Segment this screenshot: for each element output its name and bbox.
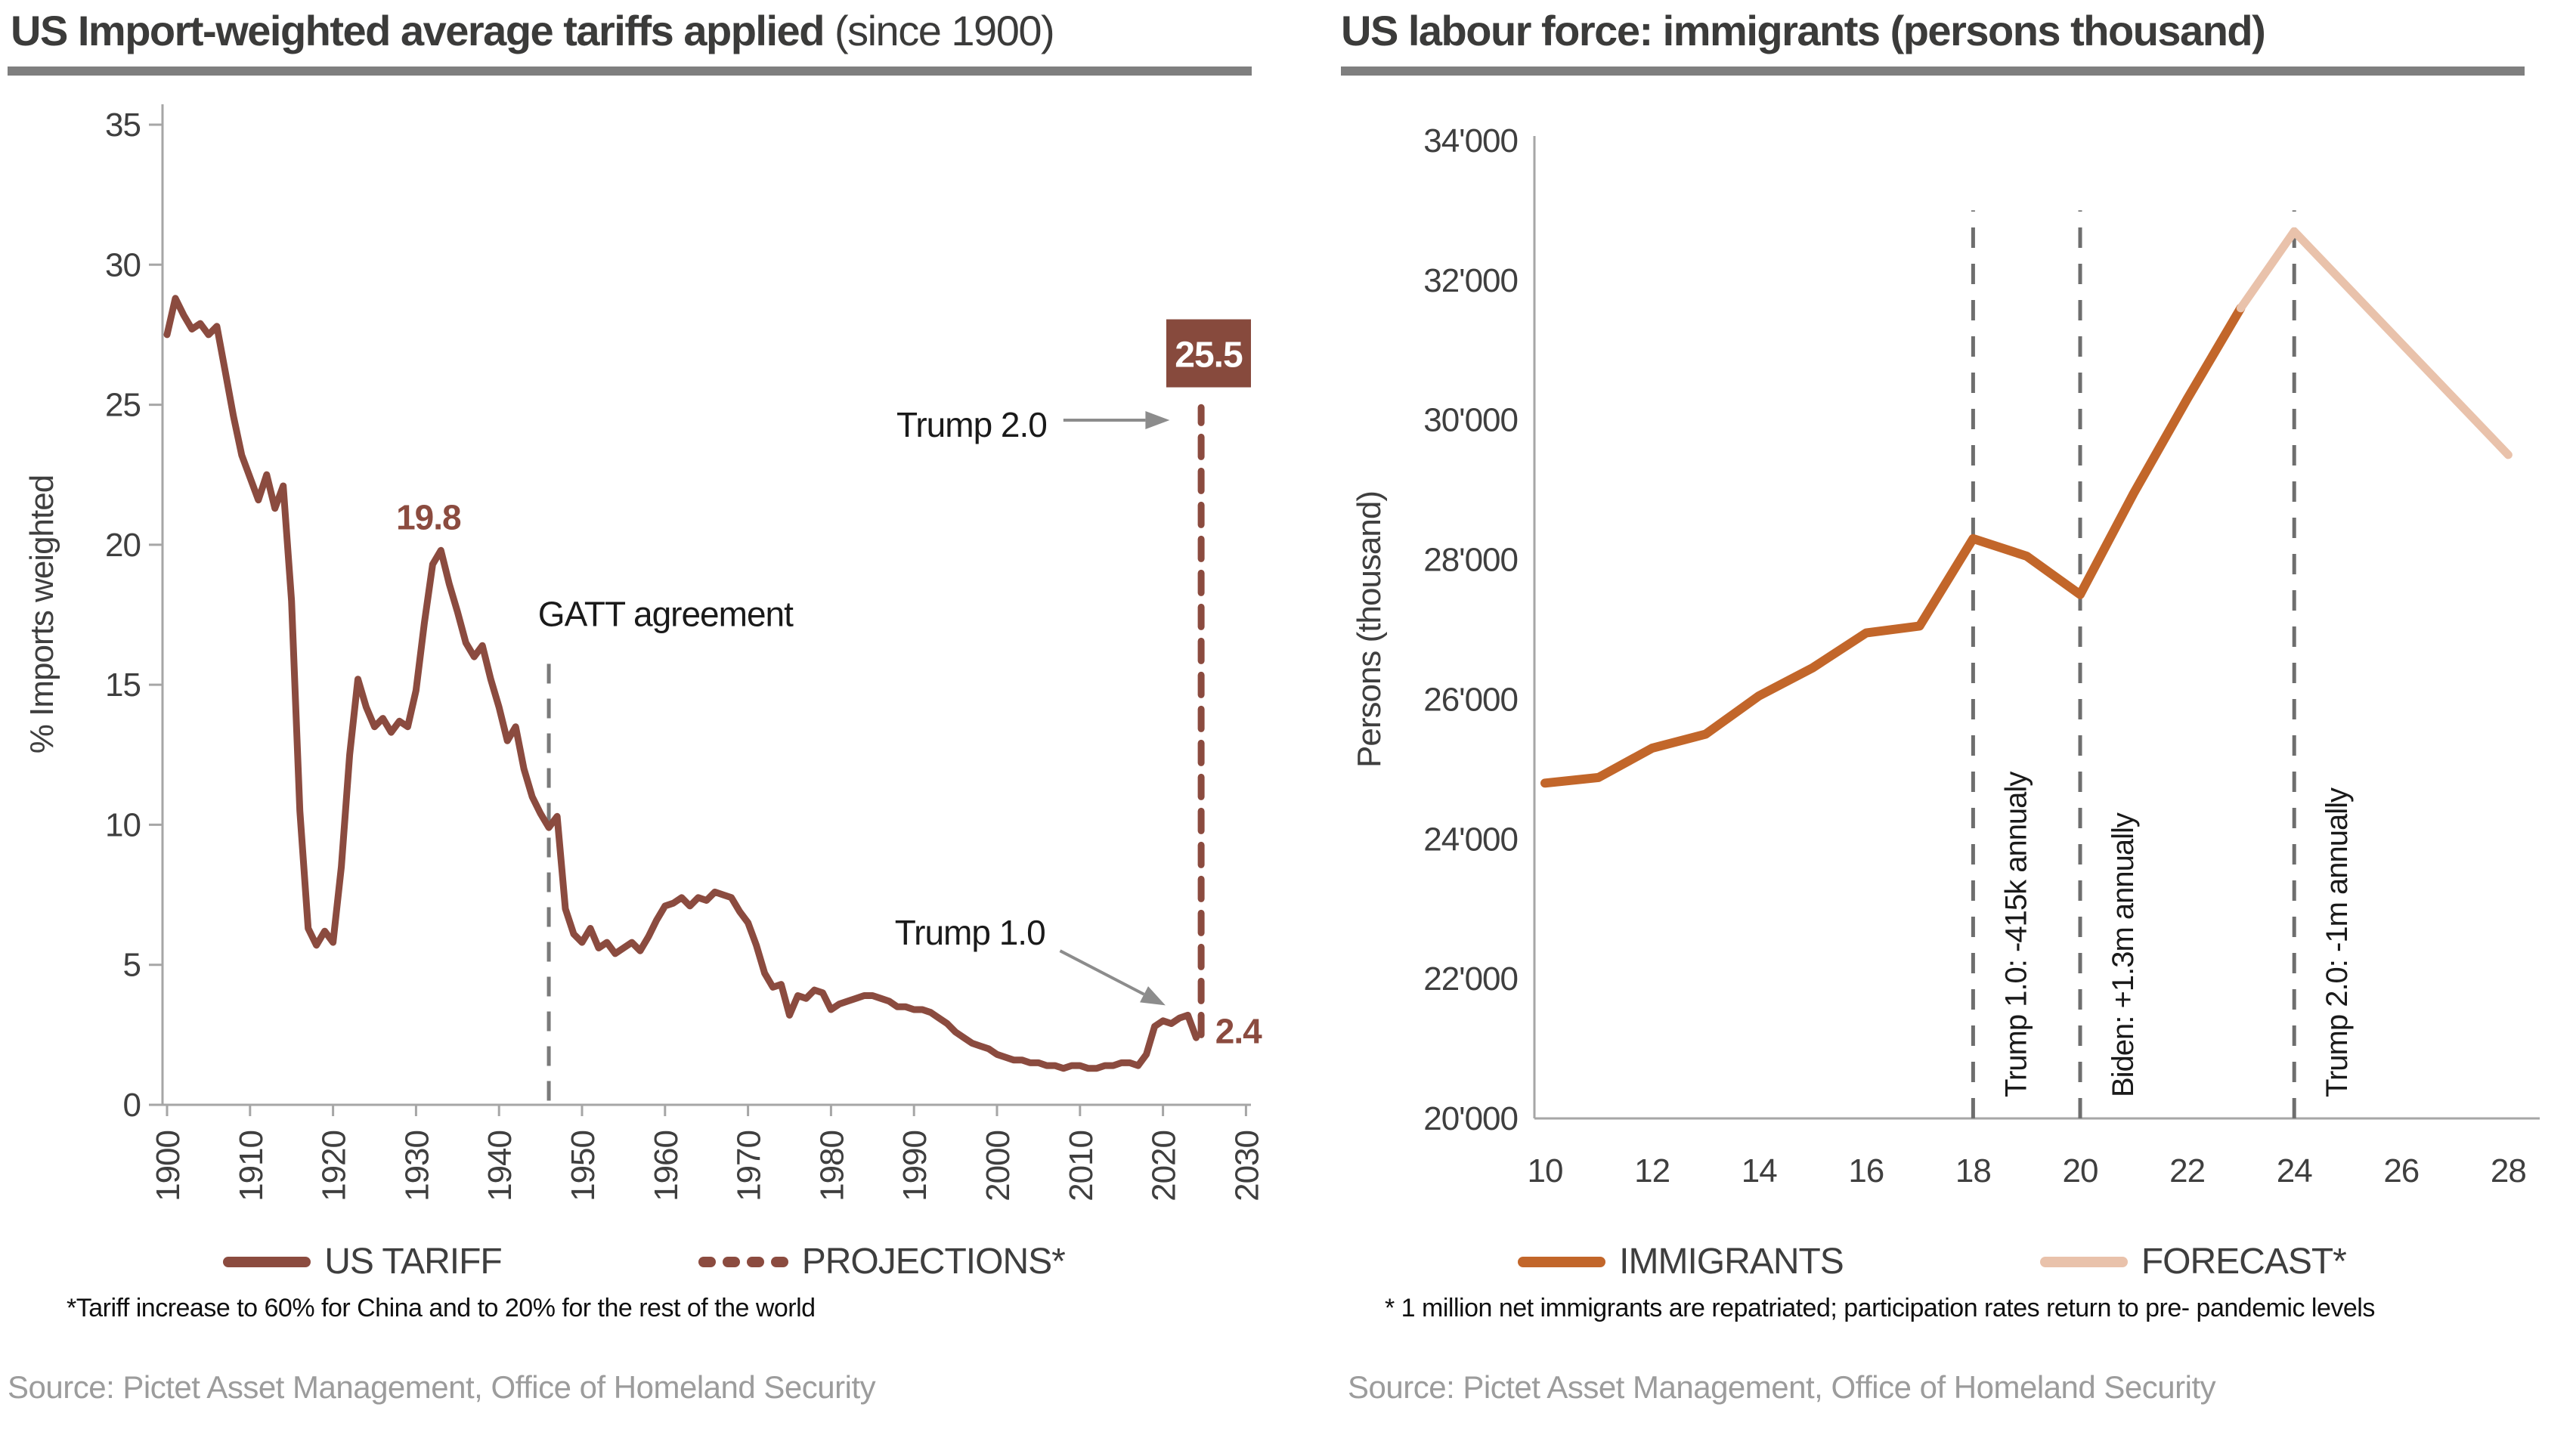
x-tick-label: 1950 [565,1131,602,1202]
x-tick-label: 1900 [150,1131,187,1202]
x-tick-label: 18 [1955,1152,1991,1189]
tariff-legend: US TARIFF PROJECTIONS* [0,1241,1288,1282]
x-tick-label: 1970 [731,1131,768,1202]
x-tick-label: 14 [1742,1152,1777,1189]
y-tick-label: 15 [105,667,141,704]
legend-swatch-solid-peach [2039,1256,2128,1267]
tariff-line-chart: 0 5 10 15 20 25 30 35 1900 1910 1920 1930 1940 1950 19… [23,104,1265,1202]
immigrants-source: Source: Pictet Asset Management, Office … [1348,1369,2216,1405]
peak-value-label: 19.8 [396,497,461,537]
legend-label: PROJECTIONS* [801,1242,1066,1282]
panel-immigrants-chart: US labour force: immigrants (persons tho… [1288,0,2576,1429]
x-tick-label: 12 [1634,1152,1670,1189]
x-tick-label: 1990 [896,1131,933,1202]
legend-swatch-solid-maroon [223,1256,311,1267]
x-tick-label: 26 [2383,1152,2419,1189]
page-title: US Import-weighted average tariffs appli… [11,6,1055,55]
x-tick-label: 28 [2491,1152,2526,1189]
x-tick-label: 2030 [1228,1131,1265,1202]
x-tick-label: 1960 [648,1131,685,1202]
x-tick-label: 1940 [481,1131,519,1202]
y-tick-label: 24'000 [1423,821,1518,858]
y-tick-label: 32'000 [1423,262,1518,299]
y-tick-label: 30 [105,246,141,283]
title-underline [1341,67,2525,76]
x-tick-label: 22 [2169,1152,2205,1189]
immigrants-footnote: * 1 million net immigrants are repatriat… [1385,1294,2375,1322]
trump1-arrow-head [1140,986,1166,1006]
y-tick-label: 28'000 [1423,542,1518,579]
immigrants-line [1540,303,2246,788]
legend-label: IMMIGRANTS [1619,1242,1844,1282]
policy-label-0: Trump 1.0: -415k annualy [1999,772,2033,1097]
trump2-arrow-head [1145,411,1170,429]
y-tick-label: 20 [105,527,141,564]
y-axis-title: Persons (thousand) [1351,491,1388,768]
x-tick-label: 2000 [980,1131,1017,1202]
chart-title-bold: US labour force: immigrants (persons tho… [1341,7,2266,54]
y-tick-label: 30'000 [1423,402,1518,439]
y-tick-label: 0 [123,1087,141,1124]
projection-value-box [1166,319,1251,388]
title-underline [8,67,1252,76]
y-tick-label: 10 [105,806,141,843]
tariff-source: Source: Pictet Asset Management, Office … [8,1369,876,1405]
tariff-footnote: *Tariff increase to 60% for China and to… [67,1294,816,1322]
y-tick-label: 34'000 [1423,122,1518,159]
legend-label: FORECAST* [2141,1242,2347,1282]
legend-item: US TARIFF [223,1241,503,1282]
legend-item: PROJECTIONS* [698,1241,1066,1282]
us-tariff-line [163,295,1200,1072]
policy-label-1: Biden: +1.3m annually [2107,812,2140,1097]
policy-label-2: Trump 2.0: -1m annually [2321,787,2354,1097]
page-title: US labour force: immigrants (persons tho… [1341,6,2266,55]
trump2-label: Trump 2.0 [896,405,1047,444]
x-tick-label: 1920 [316,1131,353,1202]
y-axis-title: % Imports weighted [23,475,60,753]
x-tick-label: 10 [1528,1152,1563,1189]
immigrants-line-chart: 20'000 22'000 24'000 26'000 28'000 30'000 32'0… [1351,122,2540,1189]
end-value-label: 2.4 [1215,1011,1262,1050]
y-tick-label: 5 [123,947,141,984]
x-tick-label: 20 [2063,1152,2098,1189]
legend-item: IMMIGRANTS [1518,1241,1844,1282]
x-tick-label: 1980 [813,1131,850,1202]
x-tick-label: 16 [1848,1152,1884,1189]
legend-label: US TARIFF [324,1242,503,1282]
forecast-line [2236,227,2513,459]
legend-item: FORECAST* [2039,1241,2347,1282]
y-tick-label: 20'000 [1423,1100,1518,1137]
x-tick-label: 2020 [1146,1131,1183,1202]
immigrants-legend: IMMIGRANTS FORECAST* [1288,1241,2576,1282]
x-tick-label: 24 [2277,1152,2312,1189]
trump1-label: Trump 1.0 [895,913,1045,952]
projection-value-text: 25.5 [1175,336,1243,376]
x-tick-label: 1930 [398,1131,435,1202]
chart-title-regular: (since 1900) [823,7,1055,54]
y-tick-label: 35 [105,107,141,144]
gatt-label: GATT agreement [538,594,794,633]
trump1-arrow-shaft [1059,949,1145,996]
legend-swatch-solid-orange [1518,1256,1606,1267]
legend-swatch-dashed-maroon [698,1256,788,1267]
chart-title-bold: US Import-weighted average tariffs appli… [11,7,825,54]
x-tick-label: 2010 [1063,1131,1100,1202]
y-tick-label: 22'000 [1423,960,1518,998]
x-tick-label: 1910 [233,1131,270,1202]
y-tick-label: 26'000 [1423,681,1518,718]
panel-tariff-chart: US Import-weighted average tariffs appli… [0,6,1288,1405]
y-tick-label: 25 [105,387,141,424]
